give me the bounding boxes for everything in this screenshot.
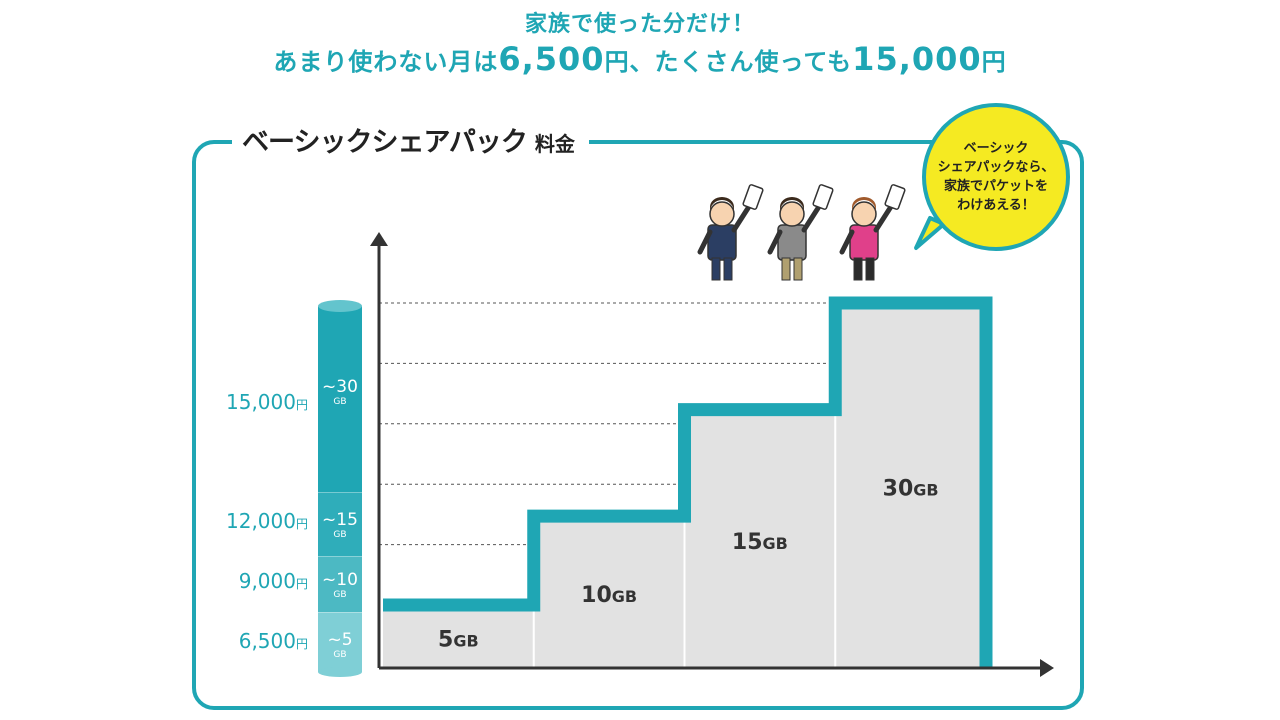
headline-line1: 家族で使った分だけ！ [524,12,755,37]
x-axis-arrow [1040,659,1054,677]
person-hair [780,197,804,212]
smartphone-icon [884,184,906,210]
person-leg [781,257,791,281]
person-arm [801,202,823,233]
cylinder-top [318,300,362,312]
cylinder-segment [318,492,362,556]
gb-cylinder: ~5GB~10GB~15GB~30GB [318,300,362,677]
y-tick-label: 12,000円 [226,509,308,533]
y-tick-label: 6,500円 [239,629,308,653]
person-arm [731,202,753,233]
person-leg [711,257,721,281]
family-illustration [697,184,906,281]
smartphone-icon [742,184,764,210]
bar-label-unit: GB [763,534,788,553]
headline-text: あまり使わない月は [273,48,499,76]
bar-15GB [684,409,836,668]
smartphone-icon [812,184,834,210]
bar-label: 5GB [438,628,479,653]
bar-label-unit: GB [913,481,938,500]
bar-label-unit: GB [453,632,478,651]
person-leg [793,257,803,281]
chart-axes [370,232,1054,677]
headline-text: 円 [981,48,1007,76]
person-arm [839,229,855,255]
bar-5GB [383,605,534,668]
headline-price-high: 15,000 [852,40,982,78]
bar-30GB [835,303,986,668]
y-tick-yen: 円 [296,637,308,651]
y-tick-label: 9,000円 [239,569,308,593]
person-leg [865,257,875,281]
bubble-line: ベーシック [963,141,1029,156]
bar-label-unit: GB [612,587,637,606]
y-tick-number: 12,000 [226,509,296,533]
person-figure [767,184,834,281]
cylinder-label-unit: GB [333,397,346,407]
person-head [709,201,735,227]
y-tick-number: 6,500 [239,629,296,653]
person-hair [710,197,734,212]
y-tick-yen: 円 [296,398,308,412]
chart-frame [192,140,1084,710]
person-figure [839,184,906,281]
y-tick-label: 15,000円 [226,390,308,414]
panel-title-suffix: 料金 [534,134,575,156]
person-leg [853,257,863,281]
person-head [779,201,805,227]
cylinder-label-value: ~10 [322,570,358,590]
panel-title: ベーシックシェアパック 料金 [232,122,589,162]
y-tick-number: 9,000 [239,569,296,593]
bar-10GB [533,516,685,668]
cylinder-label-value: ~15 [322,510,358,530]
bar-label: 10GB [581,583,637,608]
cylinder-label-value: ~30 [322,377,358,397]
bar-label-number: 5 [438,628,453,653]
cylinder-label-unit: GB [333,650,346,660]
bar-label-number: 15 [732,530,763,555]
bubble-line: シェアパックなら、 [937,160,1055,175]
person-hair [852,197,876,212]
person-leg [723,257,733,281]
bar-label-number: 30 [883,477,914,502]
y-tick-number: 15,000 [226,390,296,414]
bubble-line: 家族でパケットを [943,179,1048,194]
cylinder-label-unit: GB [333,530,346,540]
step-outline [383,296,993,668]
panel-title-text: ベーシックシェアパック [242,127,528,157]
person-arm [767,229,783,255]
person-head [851,201,877,227]
cylinder-bottom [318,667,362,677]
cylinder-segment [318,306,362,492]
cylinder-segment [318,556,362,612]
cylinder-label-value: ~5 [327,630,352,650]
person-figure [697,184,764,281]
bar-label: 30GB [883,477,939,502]
y-axis-arrow [370,232,388,246]
y-tick-yen: 円 [296,577,308,591]
person-arm [873,202,895,233]
headline-line2: あまり使わない月は6,500円、たくさん使っても15,000円 [0,40,1280,78]
headline-text: 円、たくさん使っても [604,48,853,76]
cylinder-segment [318,612,362,672]
headline-price-low: 6,500 [498,40,605,78]
speech-bubble: ベーシック シェアパックなら、 家族でパケットを わけあえる！ [922,103,1070,251]
bubble-line: わけあえる！ [957,198,1035,213]
bar-label: 15GB [732,530,788,555]
cylinder-label-unit: GB [333,590,346,600]
person-arm [697,229,713,255]
bar-label-number: 10 [581,583,612,608]
y-tick-yen: 円 [296,517,308,531]
